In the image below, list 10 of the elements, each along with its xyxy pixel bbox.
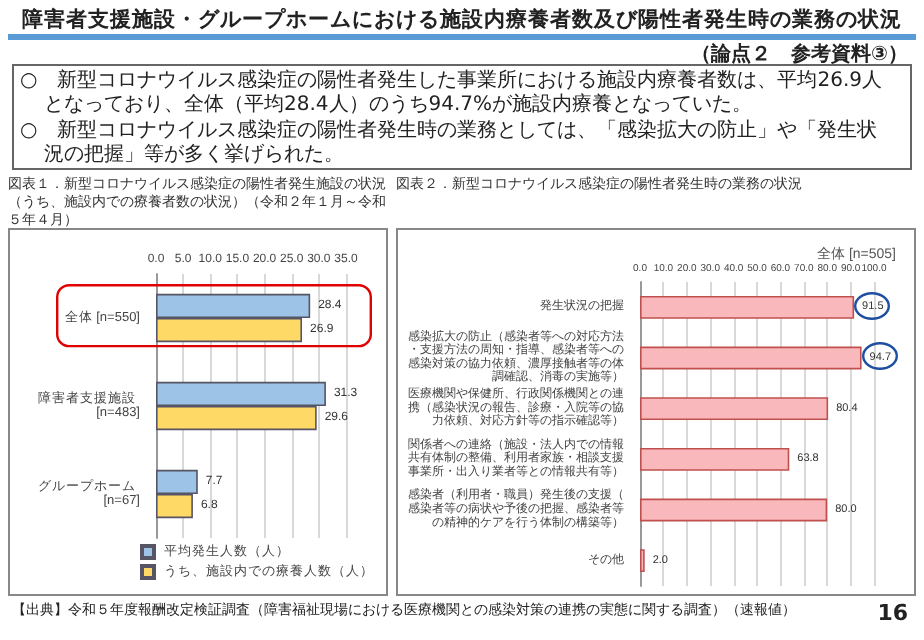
bar [640,397,829,421]
text: ○ 新型コロナウイルス感染症の陽性者発生時の業務としては、「感染拡大の防止」や「発生状況の把握」等が多く挙げられた。 [20,120,880,168]
bar [640,295,855,319]
text: 16 [877,600,908,626]
bar [640,346,862,370]
bar [640,498,828,522]
text: （論点２ 参考資料③） [691,41,908,68]
text: 障害者支援施設・グループホームにおける施設内療養者数及び陽性者発生時の業務の状況 [20,6,904,34]
text: ○ 新型コロナウイルス感染症の陽性者発生した事業所における施設内療養者数は、平均26.9人となっており、全体（平均28.4人）のうち94.7%が施設内療養となっていた。 [20,70,884,118]
bar [640,447,790,471]
